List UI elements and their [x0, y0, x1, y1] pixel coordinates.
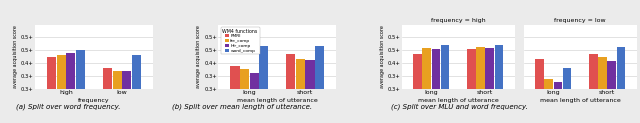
Bar	[476, 47, 485, 123]
Bar	[441, 45, 449, 123]
Bar	[113, 71, 122, 123]
Text: (b) Split over mean length of utterance.: (b) Split over mean length of utterance.	[172, 103, 312, 110]
X-axis label: mean length of utterance: mean length of utterance	[418, 98, 499, 103]
Bar	[122, 71, 131, 123]
Text: (c) Split over MLU and word frequency.: (c) Split over MLU and word frequency.	[391, 103, 528, 110]
Bar	[535, 59, 544, 123]
Bar	[554, 82, 563, 123]
Bar	[250, 73, 259, 123]
Bar	[287, 54, 296, 123]
X-axis label: mean length of utterance: mean length of utterance	[237, 98, 317, 103]
Bar	[240, 69, 249, 123]
Bar	[230, 66, 239, 123]
Bar	[607, 61, 616, 123]
Title: frequency = high: frequency = high	[431, 18, 486, 23]
Text: (a) Split over word frequency.: (a) Split over word frequency.	[16, 103, 121, 110]
Bar	[259, 46, 268, 123]
Bar	[413, 54, 422, 123]
Bar	[545, 79, 553, 123]
Bar	[431, 49, 440, 123]
Bar	[305, 60, 314, 123]
Bar	[47, 57, 56, 123]
Bar	[616, 47, 625, 123]
Bar	[296, 59, 305, 123]
X-axis label: mean length of utterance: mean length of utterance	[540, 98, 621, 103]
Bar	[103, 68, 112, 123]
Bar	[495, 45, 503, 123]
X-axis label: frequency: frequency	[78, 98, 110, 103]
Bar	[57, 55, 66, 123]
Bar	[66, 53, 76, 123]
Y-axis label: average acquisition score: average acquisition score	[196, 25, 202, 88]
Bar	[422, 48, 431, 123]
Title: frequency = low: frequency = low	[554, 18, 606, 23]
Bar	[467, 49, 476, 123]
Bar	[485, 48, 494, 123]
Bar	[563, 68, 572, 123]
Bar	[132, 55, 141, 123]
Bar	[315, 46, 324, 123]
Bar	[589, 54, 598, 123]
Bar	[76, 50, 84, 123]
Bar	[598, 57, 607, 123]
Legend: FMRI, fre_comp, hfr_comp, word_comp: FMRI, fre_comp, hfr_comp, word_comp	[221, 27, 260, 54]
Y-axis label: average acquisition score: average acquisition score	[13, 25, 18, 88]
Y-axis label: average acquisition score: average acquisition score	[380, 25, 385, 88]
